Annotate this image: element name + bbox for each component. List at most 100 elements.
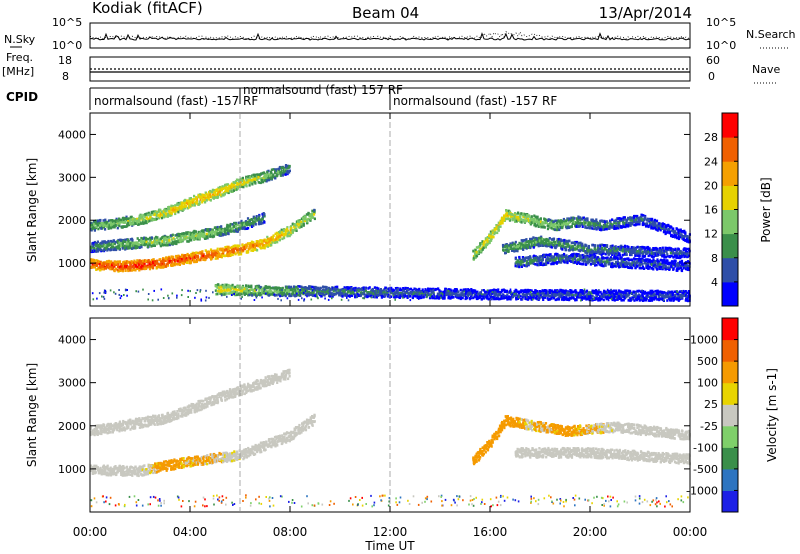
power-cell <box>259 293 262 297</box>
power-cell <box>489 235 493 239</box>
power-cell <box>677 230 680 233</box>
power-cell <box>648 219 651 223</box>
power-cell <box>286 226 289 229</box>
power-cell <box>268 291 271 295</box>
power-cell <box>149 238 152 241</box>
power-cell <box>243 224 246 228</box>
power-cell <box>515 216 518 219</box>
power-cell <box>594 247 597 251</box>
power-cell <box>134 262 137 266</box>
power-cell <box>262 291 265 295</box>
power-cell <box>634 251 637 254</box>
power-cell <box>91 260 94 263</box>
power-cell <box>286 171 289 175</box>
power-cell <box>587 226 590 229</box>
power-cell <box>675 232 678 235</box>
power-cell <box>234 244 237 248</box>
power-cell <box>241 180 244 183</box>
power-cell <box>171 208 174 212</box>
power-cell <box>679 266 682 270</box>
power-cell <box>171 233 174 237</box>
power-cell <box>622 218 625 222</box>
power-cell <box>127 217 130 220</box>
power-cell <box>166 262 169 265</box>
power-cell <box>170 260 174 264</box>
power-cell <box>93 259 96 262</box>
power-cell <box>227 189 230 192</box>
power-cell <box>285 166 288 170</box>
power-cell <box>603 219 606 223</box>
power-cell <box>641 263 644 266</box>
power-cell <box>226 252 229 255</box>
power-cell <box>100 265 103 268</box>
power-cell <box>182 238 185 241</box>
power-cell <box>680 263 683 266</box>
power-cell <box>563 252 566 256</box>
power-cell <box>525 238 528 241</box>
power-cell <box>571 222 574 225</box>
nsearch-label: N.Search <box>746 28 796 41</box>
power-cell <box>651 260 654 263</box>
power-cell <box>512 214 515 218</box>
power-cell <box>288 171 291 174</box>
power-cell <box>126 223 129 226</box>
power-cell <box>241 248 245 252</box>
power-cell <box>256 242 259 245</box>
power-cell <box>209 199 212 202</box>
power-cell <box>90 222 93 225</box>
power-cell <box>600 228 603 232</box>
power-cell <box>123 260 126 264</box>
power-cell <box>507 212 511 215</box>
power-cell <box>509 244 512 248</box>
power-cell <box>148 262 151 266</box>
power-cell <box>484 237 487 240</box>
power-cell <box>600 263 603 267</box>
power-cell <box>629 258 632 262</box>
power-cell <box>529 222 532 226</box>
power-cell <box>152 244 155 247</box>
power-cell <box>214 251 217 254</box>
power-cell <box>188 234 191 237</box>
power-cell <box>536 243 539 247</box>
power-cell <box>632 249 636 252</box>
power-cell <box>103 223 106 226</box>
power-cell <box>514 220 517 223</box>
power-cell <box>122 239 125 243</box>
power-cell <box>97 247 100 251</box>
power-cell <box>584 257 587 260</box>
power-cell <box>499 220 502 224</box>
power-cell <box>220 231 223 235</box>
power-cell <box>657 252 660 256</box>
power-cell <box>497 228 500 232</box>
power-cell <box>234 227 238 230</box>
power-cell <box>145 239 148 242</box>
power-cell <box>186 199 189 203</box>
power-cell <box>606 221 609 225</box>
power-cell <box>278 238 281 242</box>
power-cell <box>211 232 214 236</box>
power-cell <box>672 268 675 271</box>
power-cell <box>572 261 575 265</box>
power-cell <box>202 253 205 256</box>
power-cell <box>545 220 548 223</box>
power-cell <box>602 260 605 263</box>
power-cell <box>523 257 526 261</box>
power-cell <box>90 246 93 250</box>
power-cell <box>627 258 630 262</box>
power-cell <box>113 260 116 263</box>
power-cell <box>176 260 180 263</box>
power-cell <box>141 237 144 240</box>
power-cell <box>202 235 205 239</box>
power-cell <box>298 220 301 223</box>
power-cell <box>134 244 137 248</box>
power-cell <box>124 269 127 272</box>
power-cell <box>134 222 137 225</box>
power-cell <box>150 264 153 268</box>
power-cell <box>219 190 222 193</box>
power-cell <box>558 220 561 223</box>
power-cell <box>523 264 526 267</box>
power-cell <box>620 225 623 228</box>
power-cell <box>212 234 215 238</box>
power-cell <box>211 255 214 258</box>
power-cell <box>99 243 102 246</box>
